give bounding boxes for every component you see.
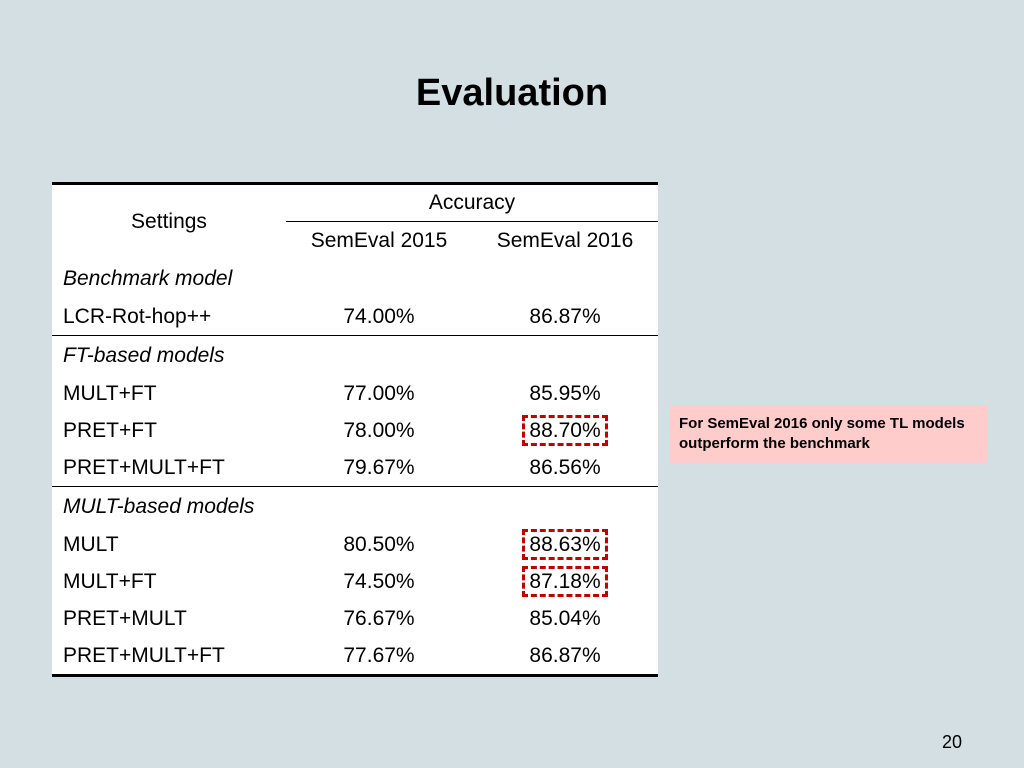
semeval-2015-header: SemEval 2015 xyxy=(310,228,448,252)
results-table: Settings Accuracy SemEval 2015 SemEval 2… xyxy=(52,182,659,677)
highlighted-value: 87.18% xyxy=(522,565,608,597)
model-name: PRET+MULT xyxy=(63,606,187,630)
table-row: PRET+MULT+FT 79.67% 86.56% xyxy=(52,449,659,487)
semeval-2015-value: 77.00% xyxy=(343,381,415,405)
page-number: 20 xyxy=(941,732,962,752)
group-row: FT-based models xyxy=(52,336,658,376)
semeval-2016-value: 85.04% xyxy=(529,606,601,630)
results-table-container: Settings Accuracy SemEval 2015 SemEval 2… xyxy=(52,182,659,677)
model-name: MULT+FT xyxy=(63,381,157,405)
table-row: PRET+FT 78.00% 88.70% xyxy=(52,412,658,449)
model-name: PRET+MULT+FT xyxy=(52,637,286,677)
slide-title: Evaluation xyxy=(415,72,609,114)
semeval-2015-value: 80.50% xyxy=(343,532,415,556)
semeval-2015-value: 77.67% xyxy=(286,637,472,677)
highlighted-value: 88.70% xyxy=(522,414,608,446)
table-row: MULT+FT 77.00% 85.95% xyxy=(52,375,658,412)
semeval-2016-header: SemEval 2016 xyxy=(496,228,634,252)
semeval-2016-cell: 85.95% xyxy=(472,375,658,412)
semeval-2016-value: 86.56% xyxy=(529,455,601,479)
semeval-2016-cell: 87.18% xyxy=(472,563,658,600)
group-label: Benchmark model xyxy=(63,266,233,290)
table-body: Benchmark model LCR-Rot-hop++ 74.00% 86.87%… xyxy=(52,259,659,677)
callout-note: For SemEval 2016 only some TL models out… xyxy=(670,405,988,463)
highlighted-value: 88.63% xyxy=(522,528,608,560)
semeval-2015-value: 74.00% xyxy=(286,298,472,336)
semeval-2016-cell: 86.87% xyxy=(472,637,659,677)
model-name: LCR-Rot-hop++ xyxy=(52,298,286,336)
model-name: PRET+MULT+FT xyxy=(52,449,286,487)
group-row: Benchmark model xyxy=(52,259,658,298)
semeval-2016-cell: 88.70% xyxy=(472,412,658,449)
table-row: MULT 80.50% 88.63% xyxy=(52,526,658,563)
semeval-2015-value: 79.67% xyxy=(286,449,472,487)
accuracy-header: Accuracy xyxy=(286,182,659,222)
settings-header: Settings xyxy=(52,182,286,259)
semeval-2016-value: 85.95% xyxy=(529,381,601,405)
semeval-2015-value: 78.00% xyxy=(343,418,415,442)
table-row: MULT+FT 74.50% 87.18% xyxy=(52,563,658,600)
semeval-2016-cell: 85.04% xyxy=(472,600,658,637)
semeval-2016-cell: 86.56% xyxy=(472,449,659,487)
model-name: MULT+FT xyxy=(63,569,157,593)
model-name: MULT xyxy=(63,532,119,556)
semeval-2015-value: 76.67% xyxy=(343,606,415,630)
semeval-2016-value: 86.87% xyxy=(529,643,601,667)
model-name: PRET+FT xyxy=(63,418,157,442)
semeval-2015-value: 74.50% xyxy=(343,569,415,593)
semeval-2016-value: 86.87% xyxy=(529,304,601,328)
group-label: MULT-based models xyxy=(63,494,255,518)
callout-text: For SemEval 2016 only some TL models out… xyxy=(679,415,965,452)
table-row: PRET+MULT 76.67% 85.04% xyxy=(52,600,658,637)
semeval-2016-cell: 86.87% xyxy=(472,298,659,336)
table-row: LCR-Rot-hop++ 74.00% 86.87% xyxy=(52,298,659,336)
group-label: FT-based models xyxy=(63,343,225,367)
semeval-2016-cell: 88.63% xyxy=(472,526,658,563)
group-row: MULT-based models xyxy=(52,487,658,527)
table-row: PRET+MULT+FT 77.67% 86.87% xyxy=(52,637,659,677)
